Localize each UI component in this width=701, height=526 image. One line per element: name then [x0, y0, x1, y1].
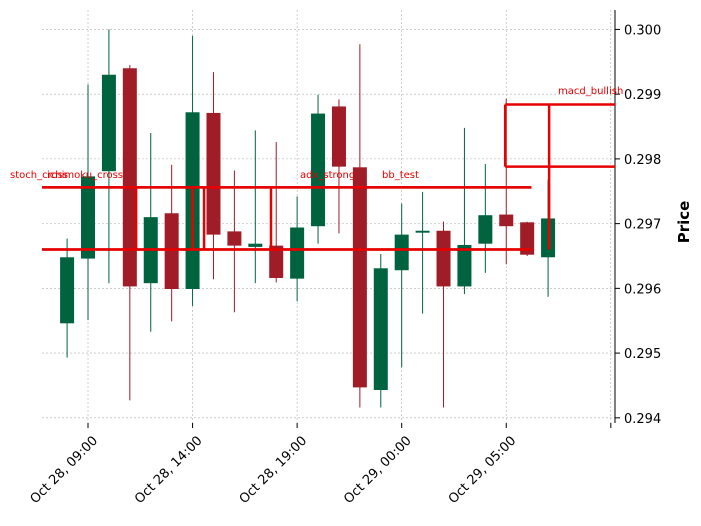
y-tick-label: 0.297 [624, 218, 661, 233]
candle-body [164, 213, 179, 290]
x-tick-label: Oct 28, 19:00 [237, 433, 310, 506]
candle-body [248, 243, 263, 247]
candle-body [415, 230, 430, 233]
y-tick-label: 0.294 [624, 412, 661, 427]
y-tick-label: 0.298 [624, 153, 661, 168]
candle-body [436, 230, 451, 287]
candles [60, 29, 556, 408]
y-tick-label: 0.295 [624, 347, 661, 362]
y-axis-title: Price [675, 201, 693, 244]
annotation-label: bb_test [382, 170, 419, 181]
gridlines [42, 10, 615, 423]
candle-body [227, 231, 242, 246]
y-axis: 0.294 0.295 0.296 0.297 0.298 0.299 0.300 [615, 23, 661, 427]
x-tick-label: Oct 28, 09:00 [28, 433, 101, 506]
annotation-label: adx_strong [300, 170, 355, 181]
annotation-label: macd_bullish [558, 86, 623, 97]
candle-body [206, 112, 221, 235]
candle-body [290, 227, 305, 279]
x-tick-label: Oct 29, 00:00 [341, 433, 414, 506]
candle-body [60, 257, 75, 324]
annotation-label: ichimoku_cross [47, 170, 123, 181]
x-axis: Oct 28, 09:00 Oct 28, 14:00 Oct 28, 19:00 O… [28, 423, 612, 507]
annotation-label: stoch_cross [10, 170, 68, 181]
candle-body [81, 176, 96, 259]
candle-body [269, 245, 284, 278]
candle-body [373, 268, 388, 390]
x-tick-label: Oct 28, 14:00 [132, 433, 205, 506]
candle-body [352, 167, 367, 388]
y-tick-label: 0.299 [624, 88, 661, 103]
candle-body [520, 222, 535, 255]
candle-body [101, 74, 116, 172]
y-tick-label: 0.296 [624, 282, 661, 297]
candle-body [311, 113, 326, 227]
candle-body [457, 244, 472, 287]
candle-body [499, 214, 514, 227]
candle-body [394, 234, 409, 271]
candle-body [122, 68, 137, 287]
candle-body [331, 106, 346, 167]
candle-body [478, 215, 493, 244]
y-tick-label: 0.300 [624, 23, 661, 38]
x-tick-label: Oct 29, 05:00 [446, 433, 519, 506]
